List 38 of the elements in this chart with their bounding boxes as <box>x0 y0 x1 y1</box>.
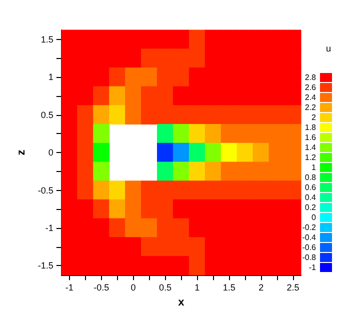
color-bar-label: 1.8 <box>304 123 317 132</box>
x-tick-label: 1 <box>194 282 200 293</box>
color-bar-title: u <box>326 44 332 54</box>
color-bar-label: -0.8 <box>302 253 317 262</box>
x-axis-title: x <box>178 296 186 308</box>
x-tick-label: 0 <box>130 282 136 293</box>
y-tick-label: -1.5 <box>38 260 54 271</box>
color-bar-label: 2 <box>312 113 317 122</box>
x-tick-label: -1 <box>65 282 74 293</box>
y-tick-label: -0.5 <box>38 185 54 196</box>
y-tick-label: 1.5 <box>40 34 54 44</box>
color-bar-label: -0.2 <box>302 223 317 232</box>
color-bar-label: 1.2 <box>304 153 317 162</box>
color-bar-label: -0.4 <box>302 233 317 242</box>
x-tick-label: 2 <box>258 282 264 293</box>
color-bar-label: 1 <box>312 163 317 172</box>
color-bar-label: 1.4 <box>304 143 317 152</box>
color-bar-label: 2.6 <box>304 83 317 92</box>
color-bar-label: 2.2 <box>304 103 317 112</box>
y-tick-label: 0.5 <box>40 110 54 120</box>
color-bar-label: 2.4 <box>304 93 317 102</box>
color-bar-label: 0 <box>312 213 317 222</box>
y-tick-label: -1 <box>45 222 54 233</box>
x-tick-label: -0.5 <box>94 282 110 293</box>
color-bar-label: 0.6 <box>304 183 317 192</box>
color-bar-label: -1 <box>308 263 317 272</box>
y-tick-label: 1 <box>48 72 54 82</box>
x-tick-label: 2.5 <box>286 282 300 293</box>
color-bar-label: 2.8 <box>304 73 317 82</box>
x-tick-label: 0.5 <box>158 282 172 293</box>
y-axis-title: z <box>16 149 28 156</box>
y-tick-label: 0 <box>48 148 54 158</box>
x-tick-label: 1.5 <box>222 282 236 293</box>
color-bar-label: -0.6 <box>302 243 317 252</box>
color-bar-label: 0.2 <box>304 203 317 212</box>
color-bar-label: 0.4 <box>304 193 317 202</box>
color-bar-label: 0.8 <box>304 173 317 182</box>
color-bar-label: 1.6 <box>304 133 317 142</box>
